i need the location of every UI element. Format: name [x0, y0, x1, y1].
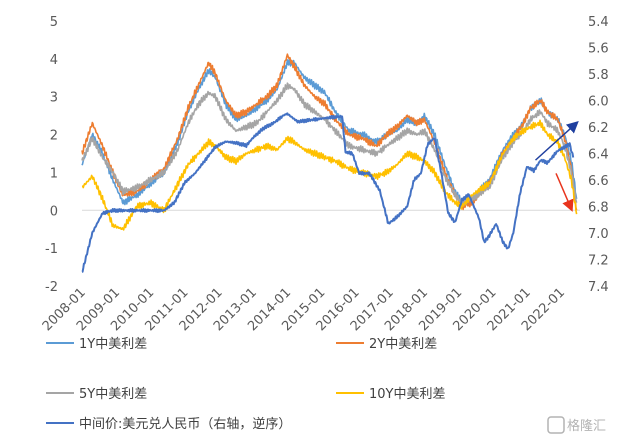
- series-line: [81, 58, 578, 206]
- series-line: [81, 112, 575, 273]
- y-left-tick-label: -2: [45, 280, 58, 295]
- y-right-axis: 5.4 5.6 5.8 6.0 6.2 6.4 6.6 6.8 7.0 7.2 7.4: [588, 15, 609, 295]
- legend-label: 1Y中美利差: [79, 337, 147, 352]
- y-right-tick-label: 6.8: [588, 201, 609, 216]
- legend-label: 2Y中美利差: [369, 337, 437, 352]
- y-left-tick-label: 2: [50, 129, 58, 144]
- series-line: [81, 119, 578, 231]
- red-arrow-icon: [555, 173, 574, 212]
- y-right-tick-label: 5.4: [588, 15, 609, 30]
- y-right-tick-label: 6.2: [588, 121, 609, 136]
- series-line: [81, 53, 578, 211]
- y-right-tick-label: 5.6: [588, 42, 609, 57]
- y-left-tick-label: 1: [50, 166, 58, 181]
- y-left-tick-label: -1: [45, 242, 58, 257]
- watermark-text: 格隆汇: [567, 418, 606, 434]
- y-right-tick-label: 6.4: [588, 148, 609, 163]
- legend-label: 10Y中美利差: [369, 387, 445, 402]
- y-left-tick-label: 4: [50, 53, 58, 68]
- x-axis: 2008-012009-012010-012011-012012-012013-…: [40, 285, 568, 334]
- y-right-tick-label: 7.4: [588, 280, 609, 295]
- watermark: 格隆汇: [547, 416, 606, 434]
- y-left-tick-label: 0: [50, 204, 58, 219]
- y-right-tick-label: 7.2: [588, 254, 609, 269]
- y-right-tick-label: 7.0: [588, 227, 609, 242]
- y-left-tick-label: 3: [50, 91, 58, 106]
- legend-label: 中间价:美元兑人民币（右轴，逆序）: [79, 416, 291, 432]
- annotation-layer: [535, 121, 579, 212]
- y-left-tick-label: 5: [50, 15, 58, 30]
- y-left-axis: -2 -1 0 1 2 3 4 5: [45, 15, 58, 295]
- y-right-tick-label: 5.8: [588, 68, 609, 83]
- legend: 1Y中美利差 2Y中美利差 5Y中美利差 10Y中美利差中间价:美元兑人民币（右轴，逆…: [46, 337, 445, 432]
- series-layer: [81, 53, 578, 273]
- legend-label: 5Y中美利差: [79, 387, 147, 402]
- watermark-logo-icon: [547, 416, 565, 434]
- y-right-tick-label: 6.6: [588, 174, 609, 189]
- y-right-tick-label: 6.0: [588, 95, 609, 110]
- blue-arrow-icon: [535, 121, 579, 161]
